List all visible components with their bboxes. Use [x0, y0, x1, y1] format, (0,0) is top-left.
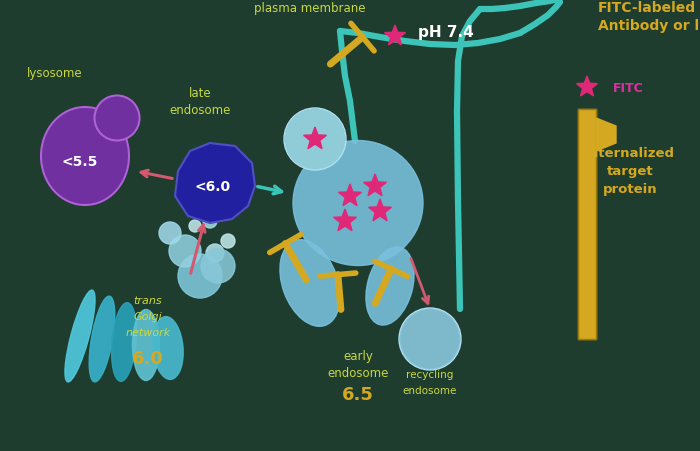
Ellipse shape	[96, 98, 138, 140]
Text: FITC: FITC	[613, 81, 644, 94]
Circle shape	[285, 110, 345, 170]
Text: <5.5: <5.5	[62, 155, 98, 169]
Text: early: early	[343, 349, 373, 362]
Text: pH 7.4: pH 7.4	[418, 25, 474, 40]
Circle shape	[178, 254, 222, 299]
Polygon shape	[596, 119, 616, 152]
Ellipse shape	[153, 317, 183, 380]
Text: plasma membrane: plasma membrane	[254, 2, 365, 15]
Text: target: target	[607, 165, 653, 178]
Circle shape	[206, 244, 224, 262]
Circle shape	[221, 235, 235, 249]
Polygon shape	[175, 144, 255, 224]
Text: Antibody or ligand: Antibody or ligand	[598, 19, 700, 33]
Text: recycling: recycling	[406, 369, 454, 379]
Circle shape	[201, 249, 235, 283]
Ellipse shape	[280, 240, 340, 327]
Ellipse shape	[89, 296, 115, 382]
Polygon shape	[577, 77, 598, 97]
Ellipse shape	[293, 141, 423, 266]
Text: lysosome: lysosome	[27, 67, 83, 80]
Circle shape	[169, 235, 201, 267]
Circle shape	[400, 309, 460, 369]
Text: endosome: endosome	[328, 366, 389, 379]
Ellipse shape	[132, 310, 160, 381]
Text: network: network	[125, 327, 171, 337]
Text: <6.0: <6.0	[195, 179, 231, 193]
Polygon shape	[384, 26, 405, 46]
Bar	[578, 110, 596, 339]
Circle shape	[159, 222, 181, 244]
Text: trans: trans	[134, 295, 162, 305]
Polygon shape	[304, 128, 326, 149]
Text: late: late	[189, 87, 211, 100]
Text: Golgi: Golgi	[134, 311, 162, 321]
Polygon shape	[369, 199, 391, 221]
Polygon shape	[334, 210, 356, 231]
Bar	[578, 110, 596, 339]
Polygon shape	[339, 184, 361, 206]
Ellipse shape	[111, 303, 136, 382]
Text: protein: protein	[603, 183, 657, 196]
Text: Internalized: Internalized	[585, 147, 675, 160]
Text: endosome: endosome	[169, 104, 231, 117]
Ellipse shape	[65, 290, 95, 382]
Text: 6.0: 6.0	[132, 349, 164, 367]
Text: FITC-labeled: FITC-labeled	[598, 1, 696, 15]
Text: 6.5: 6.5	[342, 385, 374, 403]
Circle shape	[189, 221, 201, 232]
Ellipse shape	[366, 248, 414, 325]
Text: endosome: endosome	[402, 385, 457, 395]
Polygon shape	[363, 175, 386, 196]
Circle shape	[203, 215, 217, 229]
Ellipse shape	[43, 109, 127, 204]
